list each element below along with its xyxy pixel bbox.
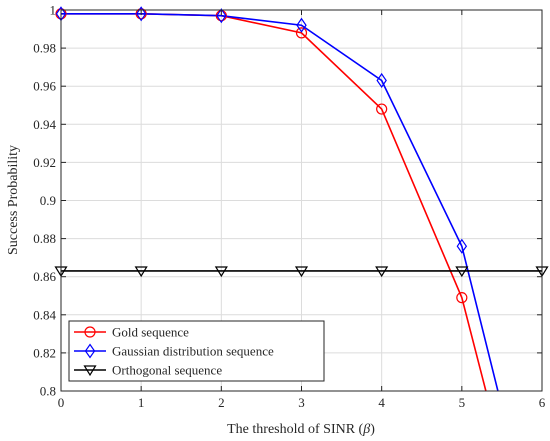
x-tick-label: 1 <box>138 395 145 410</box>
data-point <box>294 266 309 278</box>
y-tick-label: 0.88 <box>33 231 56 246</box>
legend-box <box>68 320 325 382</box>
x-tick-label: 3 <box>298 395 305 410</box>
legend-label: Orthogonal sequence <box>112 363 222 378</box>
data-point <box>295 27 308 39</box>
data-point <box>376 72 387 89</box>
x-tick-label: 5 <box>459 395 466 410</box>
data-point <box>375 266 389 278</box>
data-point <box>456 292 468 304</box>
data-point <box>134 266 148 278</box>
y-tick-label: 0.96 <box>33 79 56 94</box>
legend-marker <box>84 326 96 338</box>
legend-marker <box>83 365 97 377</box>
axis-ticks: 0 1 2 3 4 5 6 0.8 0.82 0.84 0.86 0.88 0.9 0.92 0.94 0.9… <box>33 3 546 411</box>
x-axis-label: The threshold of SINR (β) <box>227 422 375 437</box>
x-tick-label: 2 <box>218 395 225 410</box>
legend-marker <box>84 343 96 359</box>
data-point <box>135 6 147 22</box>
data-point <box>456 238 468 254</box>
y-tick-label: 0.92 <box>33 155 56 170</box>
y-tick-label: 0.98 <box>33 41 56 56</box>
data-point <box>216 8 227 24</box>
series-markers <box>54 6 549 304</box>
data-point <box>376 103 388 115</box>
data-point <box>214 266 228 278</box>
data-point <box>455 266 469 278</box>
y-tick-label: 0.94 <box>33 117 56 132</box>
y-tick-label: 0.9 <box>40 193 56 208</box>
y-tick-label: 1 <box>50 3 57 18</box>
data-point <box>296 17 307 33</box>
x-tick-label: 6 <box>539 395 546 410</box>
y-tick-label: 0.86 <box>33 269 56 284</box>
y-tick-label: 0.8 <box>40 384 56 399</box>
y-tick-label: 0.82 <box>33 345 56 360</box>
y-tick-label: 0.84 <box>33 307 56 322</box>
y-axis-label: Success Probability <box>6 145 21 255</box>
legend-label: Gold sequence <box>112 325 189 340</box>
legend: Gold sequence Gaussian distribution seque… <box>68 320 325 382</box>
x-tick-label: 4 <box>378 395 385 410</box>
legend-label: Gaussian distribution sequence <box>112 344 274 359</box>
x-tick-label: 0 <box>58 395 65 410</box>
